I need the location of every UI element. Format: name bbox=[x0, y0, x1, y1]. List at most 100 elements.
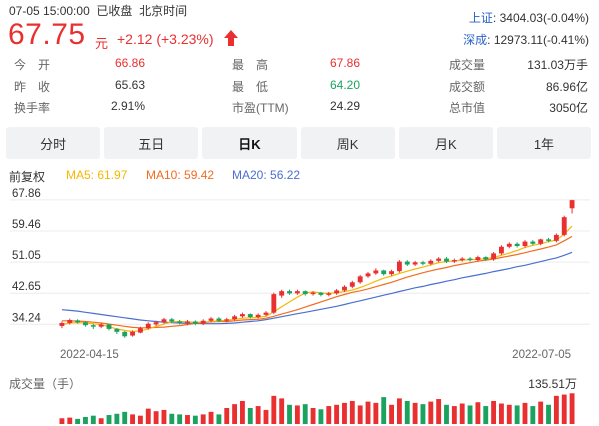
volume-bar bbox=[137, 415, 143, 424]
volume-bar bbox=[247, 408, 253, 424]
candle[interactable] bbox=[200, 319, 206, 326]
candle[interactable] bbox=[169, 317, 175, 323]
candle[interactable] bbox=[514, 242, 520, 248]
candle[interactable] bbox=[506, 242, 512, 249]
candle[interactable] bbox=[279, 289, 285, 298]
tab-one-year[interactable]: 1年 bbox=[496, 127, 592, 159]
stat-turnover-label: 换手率 bbox=[14, 101, 51, 115]
tab-daily-k[interactable]: 日K bbox=[202, 127, 297, 159]
candle[interactable] bbox=[161, 317, 167, 324]
volume-bar bbox=[491, 400, 497, 424]
candle[interactable] bbox=[302, 290, 308, 296]
candle[interactable] bbox=[114, 328, 120, 335]
candle[interactable] bbox=[83, 321, 88, 327]
stat-high-label: 最 高 bbox=[232, 58, 269, 72]
volume-bar bbox=[467, 405, 473, 424]
volume-bar bbox=[522, 402, 528, 424]
candle[interactable] bbox=[216, 317, 222, 323]
index-shanghai[interactable]: 上证: 3404.03(-0.04%) bbox=[468, 11, 589, 25]
market-status: 已收盘 bbox=[96, 4, 133, 18]
candle[interactable] bbox=[192, 320, 198, 326]
candle[interactable] bbox=[349, 280, 355, 289]
volume-bar bbox=[279, 398, 285, 424]
candle[interactable] bbox=[106, 323, 112, 331]
stat-open-label: 今 开 bbox=[14, 58, 51, 72]
candle[interactable] bbox=[428, 259, 434, 266]
candle[interactable] bbox=[326, 291, 332, 297]
candle[interactable] bbox=[451, 258, 457, 264]
candle[interactable] bbox=[263, 311, 269, 317]
candle[interactable] bbox=[467, 257, 473, 262]
candle[interactable] bbox=[412, 260, 418, 266]
volume-bar bbox=[530, 406, 536, 424]
candle[interactable] bbox=[357, 274, 363, 284]
volume-bar bbox=[420, 404, 426, 424]
up-arrow-icon bbox=[224, 30, 238, 46]
candle[interactable] bbox=[530, 240, 536, 246]
tab-weekly-k[interactable]: 周K bbox=[300, 127, 395, 159]
candle[interactable] bbox=[240, 312, 245, 318]
volume-bar bbox=[381, 397, 387, 424]
candle[interactable] bbox=[404, 260, 410, 266]
candle[interactable] bbox=[546, 237, 551, 243]
candle[interactable] bbox=[75, 319, 81, 324]
candle[interactable] bbox=[365, 271, 371, 278]
volume-bar bbox=[310, 408, 316, 424]
candle[interactable] bbox=[381, 269, 387, 276]
candle[interactable] bbox=[522, 240, 528, 248]
candle[interactable] bbox=[334, 288, 340, 295]
candle[interactable] bbox=[224, 317, 230, 323]
candle[interactable] bbox=[287, 289, 292, 295]
candle[interactable] bbox=[553, 233, 559, 243]
volume-bar bbox=[90, 415, 96, 424]
candle[interactable] bbox=[59, 321, 65, 329]
candle[interactable] bbox=[389, 269, 394, 276]
candle[interactable] bbox=[499, 245, 504, 255]
candle[interactable] bbox=[342, 285, 347, 292]
candle[interactable] bbox=[271, 292, 277, 315]
candle[interactable] bbox=[67, 318, 73, 325]
adjust-mode[interactable]: 前复权 bbox=[9, 170, 46, 184]
candle[interactable] bbox=[444, 257, 449, 264]
tab-intraday[interactable]: 分时 bbox=[6, 127, 101, 159]
x-end-label: 2022-07-05 bbox=[512, 349, 571, 361]
candle[interactable] bbox=[98, 322, 104, 329]
candle[interactable] bbox=[130, 330, 135, 337]
tab-monthly-k[interactable]: 月K bbox=[398, 127, 493, 159]
candle[interactable] bbox=[145, 322, 151, 330]
candle[interactable] bbox=[459, 257, 465, 262]
candle[interactable] bbox=[122, 331, 128, 338]
stat-amount-value: 86.96亿 bbox=[545, 80, 588, 94]
volume-bar bbox=[75, 418, 81, 424]
candle[interactable] bbox=[569, 199, 575, 214]
candle[interactable] bbox=[90, 324, 96, 329]
candle[interactable] bbox=[475, 255, 481, 262]
candle[interactable] bbox=[420, 260, 426, 266]
candle[interactable] bbox=[396, 260, 402, 273]
candle[interactable] bbox=[436, 257, 442, 263]
candle[interactable] bbox=[483, 256, 489, 261]
candle[interactable] bbox=[310, 291, 316, 296]
candle[interactable] bbox=[247, 313, 253, 319]
candle[interactable] bbox=[185, 320, 190, 326]
candle[interactable] bbox=[208, 317, 214, 323]
candle[interactable] bbox=[255, 313, 261, 319]
index-shenzhen[interactable]: 深成: 12973.11(-0.41%) bbox=[463, 33, 589, 47]
volume-bar bbox=[475, 402, 481, 424]
candle[interactable] bbox=[318, 291, 324, 297]
candle[interactable] bbox=[232, 314, 238, 321]
candle[interactable] bbox=[153, 320, 159, 326]
candle[interactable] bbox=[373, 268, 379, 275]
tab-five-day[interactable]: 五日 bbox=[104, 127, 199, 159]
candle[interactable] bbox=[177, 320, 183, 325]
candle[interactable] bbox=[137, 326, 143, 334]
volume-max: 135.51万 bbox=[528, 377, 577, 391]
candle[interactable] bbox=[491, 251, 497, 261]
candle[interactable] bbox=[561, 215, 567, 237]
stat-marketcap-label: 总市值 bbox=[449, 101, 486, 115]
stat-high-value: 67.86 bbox=[329, 56, 360, 70]
candle[interactable] bbox=[538, 238, 544, 246]
ma5-legend: MA5: 61.97 bbox=[66, 168, 128, 182]
candle[interactable] bbox=[294, 289, 300, 295]
